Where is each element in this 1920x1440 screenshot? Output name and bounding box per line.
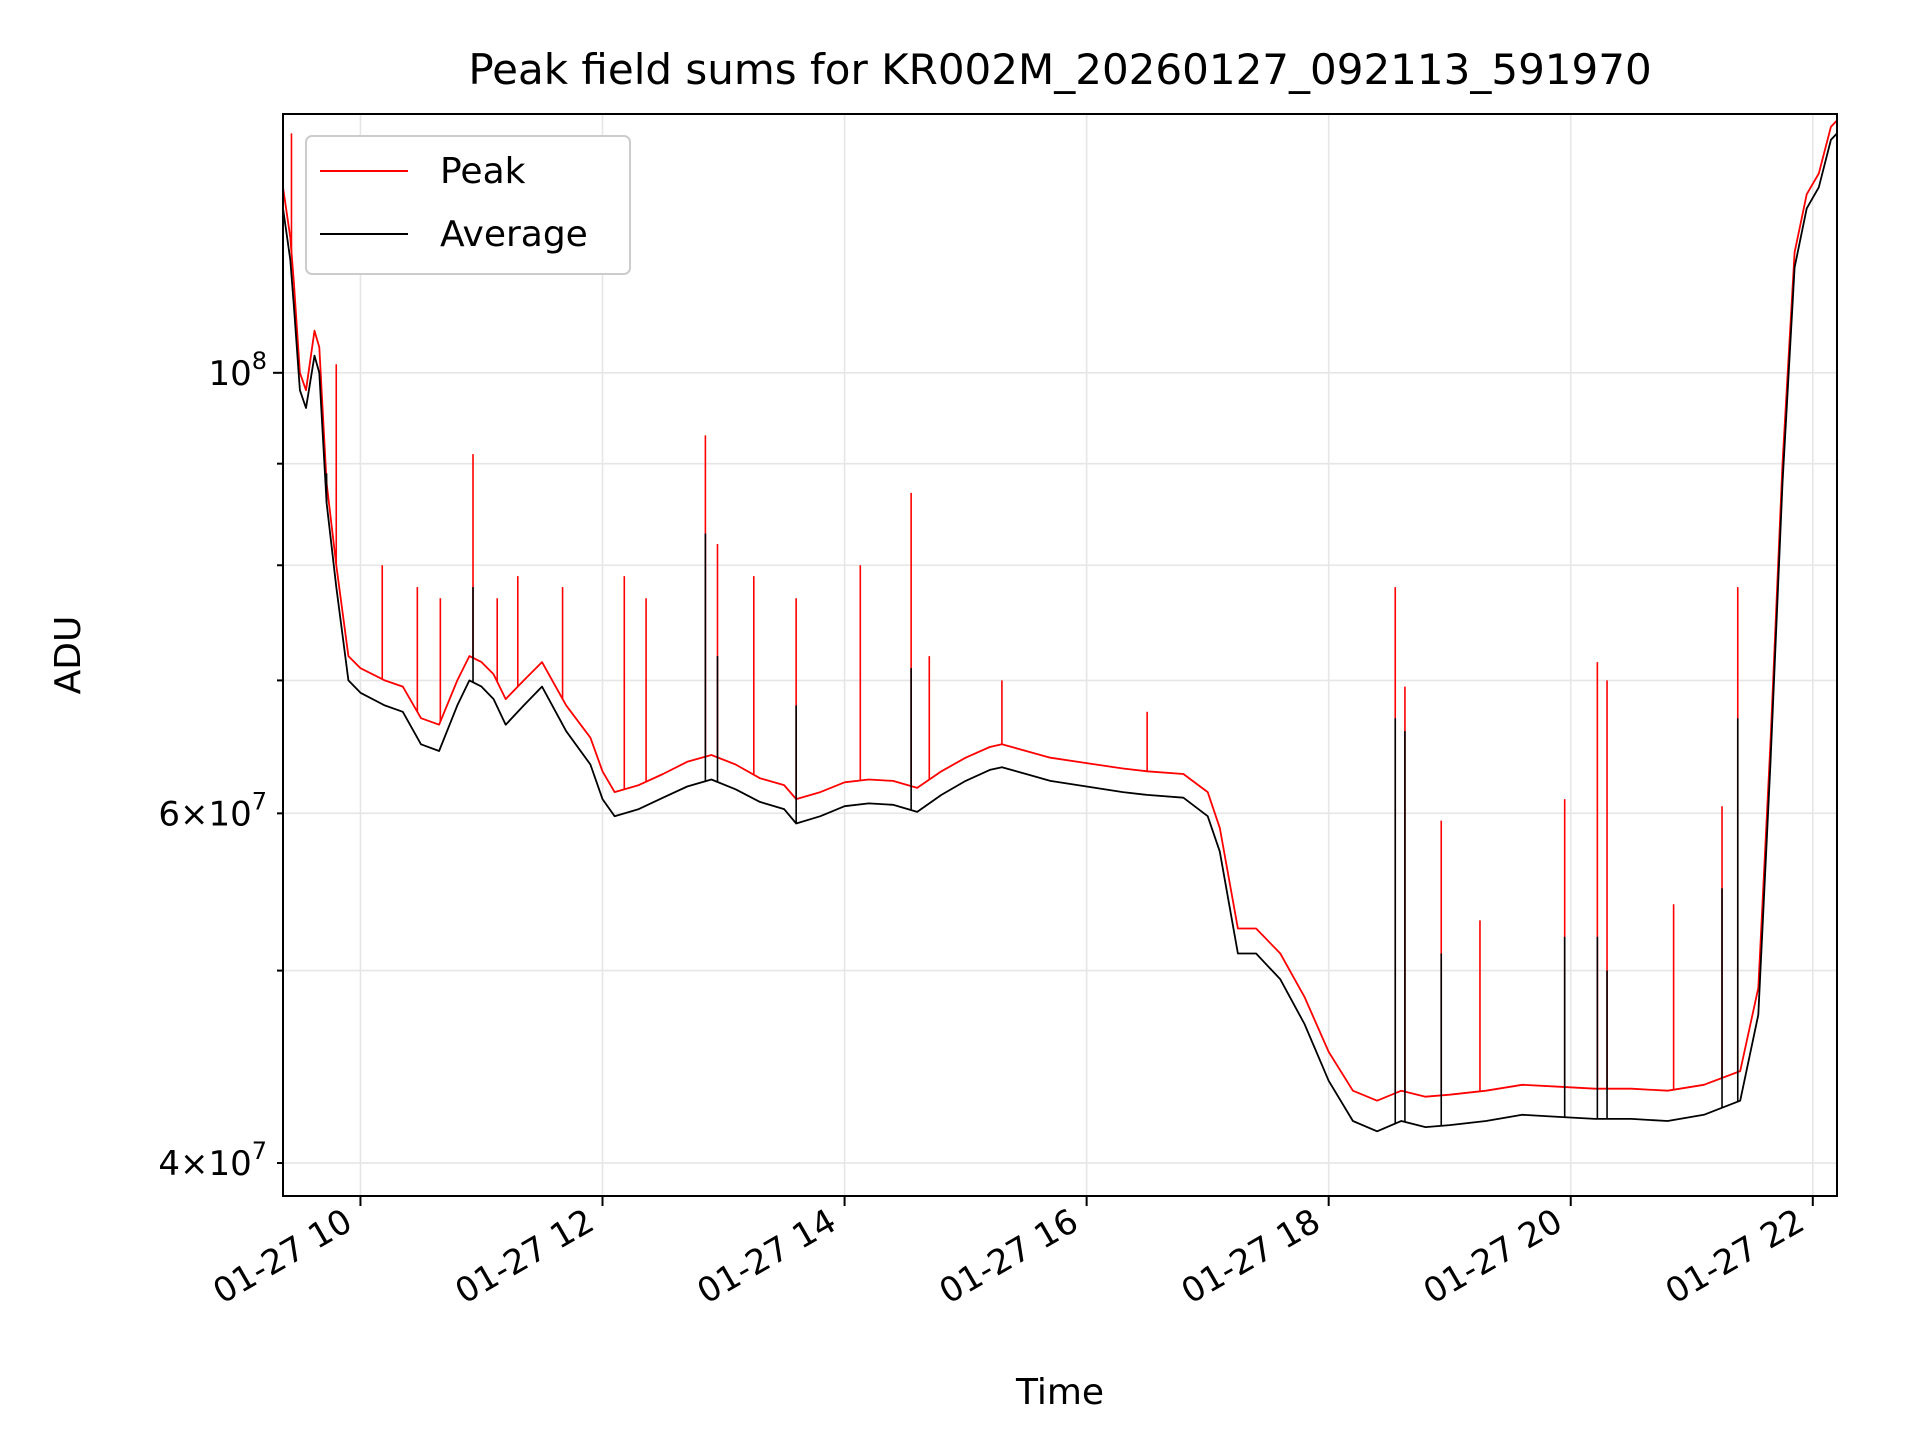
plot-area [283,114,1837,1196]
y-axis-label: ADU [48,616,89,695]
legend: Peak Average [306,136,630,274]
x-axis-label: Time [1015,1372,1104,1413]
y-tick-label: 4×107 [158,1137,267,1184]
chart: 01-27 10 01-27 12 01-27 14 01-27 16 01-27 18… [0,0,1920,1440]
legend-label-average: Average [440,214,588,255]
chart-title: Peak field sums for KR002M_20260127_0921… [468,45,1651,94]
legend-label-peak: Peak [440,151,526,192]
y-tick-label: 6×107 [158,787,267,834]
